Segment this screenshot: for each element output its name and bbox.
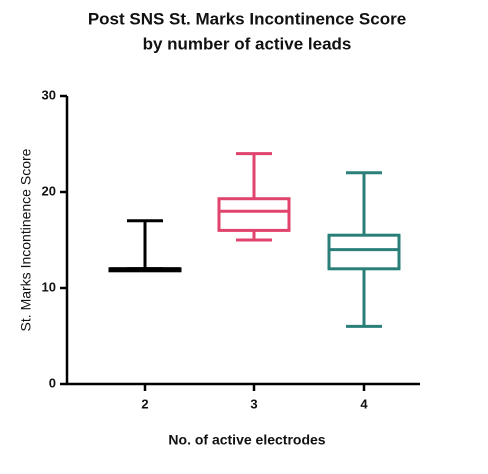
y-tick-label: 0 (49, 375, 56, 390)
chart-subtitle: by number of active leads (143, 34, 352, 53)
y-tick-label: 30 (42, 87, 56, 102)
x-axis-label: No. of active electrodes (168, 432, 325, 448)
box (327, 233, 401, 271)
y-tick-label: 20 (42, 183, 56, 198)
x-tick-label: 3 (250, 396, 257, 411)
x-tick-label: 4 (360, 396, 368, 411)
box (217, 197, 291, 232)
y-axis-label: St. Marks Incontinence Score (18, 148, 34, 331)
x-tick-label: 2 (141, 396, 148, 411)
y-tick-label: 10 (42, 279, 56, 294)
chart-title: Post SNS St. Marks Incontinence Score (88, 9, 406, 28)
